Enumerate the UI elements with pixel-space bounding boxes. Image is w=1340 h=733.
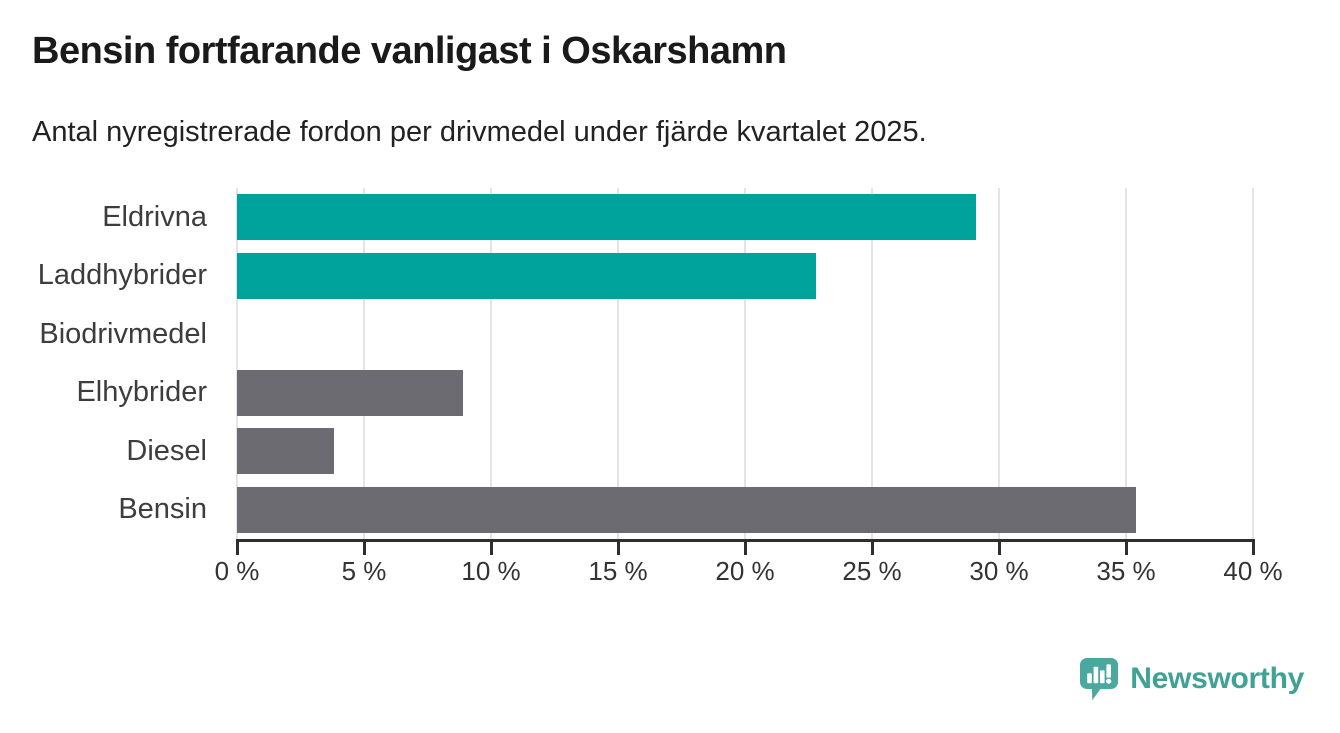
x-axis-tick — [235, 542, 239, 555]
x-axis-tick — [362, 542, 366, 555]
bar-row — [237, 247, 1253, 306]
category-label: Diesel — [126, 434, 207, 467]
category-label: Elhybrider — [76, 376, 207, 409]
x-axis-tick — [616, 542, 620, 555]
gridline — [1252, 188, 1254, 539]
x-tick-label: 10 % — [461, 556, 521, 586]
newsworthy-logo: Newsworthy — [1078, 656, 1304, 702]
gridline — [744, 188, 746, 539]
x-axis-tick — [1124, 542, 1128, 555]
category-label: Biodrivmedel — [39, 317, 207, 350]
x-axis-tick — [489, 542, 493, 555]
bar-row — [237, 305, 1253, 364]
bar-bensin — [237, 486, 1137, 533]
x-tick-label: 5 % — [341, 556, 387, 586]
y-axis-category-labels: Eldrivna Laddhybrider Biodrivmedel Elhybrid… — [0, 188, 222, 539]
category-label: Bensin — [118, 493, 207, 526]
category-label: Laddhybrider — [37, 259, 207, 292]
bar-chart-speech-bubble-icon — [1080, 658, 1119, 701]
x-axis-tick — [1251, 542, 1255, 555]
x-axis-tick — [870, 542, 874, 555]
bar-row — [237, 481, 1253, 540]
x-tick-label: 0 % — [214, 556, 260, 586]
plot-area — [236, 188, 1254, 540]
x-tick-label: 30 % — [969, 556, 1029, 586]
gridline — [617, 188, 619, 539]
x-axis-line — [236, 539, 1255, 542]
x-tick-label: 35 % — [1096, 556, 1156, 586]
gridline — [490, 188, 492, 539]
x-axis-tick — [743, 542, 747, 555]
bar-row — [237, 364, 1253, 423]
x-axis-tick — [997, 542, 1001, 555]
x-tick-label: 25 % — [842, 556, 902, 586]
bar-row — [237, 188, 1253, 247]
gridline — [871, 188, 873, 539]
bar-laddhybrider — [237, 252, 817, 299]
bar-elhybrider — [237, 369, 464, 416]
bar-eldrivna — [237, 194, 977, 241]
x-tick-label: 20 % — [715, 556, 775, 586]
gridline — [363, 188, 365, 539]
gridline — [1125, 188, 1127, 539]
bar-row — [237, 422, 1253, 481]
category-label: Eldrivna — [102, 200, 207, 233]
bar-diesel — [237, 428, 334, 475]
chart-subtitle: Antal nyregistrerade fordon per drivmede… — [32, 116, 927, 148]
gridline — [998, 188, 1000, 539]
chart-title: Bensin fortfarande vanligast i Oskarsham… — [32, 30, 787, 72]
gridline — [236, 188, 238, 539]
x-tick-label: 15 % — [588, 556, 648, 586]
logo-text: Newsworthy — [1130, 662, 1304, 695]
x-tick-label: 40 % — [1223, 556, 1283, 586]
